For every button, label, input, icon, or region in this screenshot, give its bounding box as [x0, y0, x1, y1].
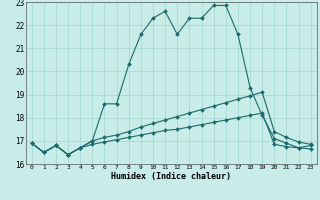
- X-axis label: Humidex (Indice chaleur): Humidex (Indice chaleur): [111, 172, 231, 181]
